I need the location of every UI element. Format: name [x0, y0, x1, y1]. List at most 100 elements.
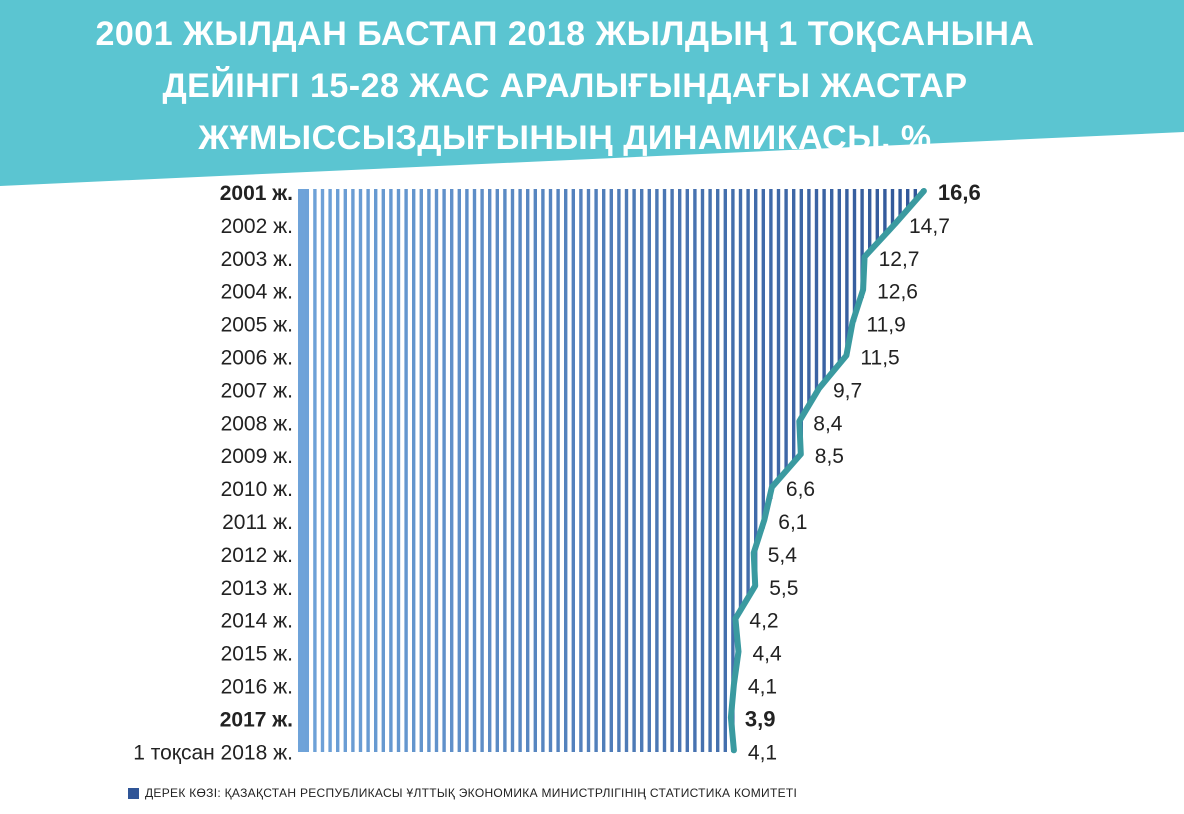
stripe [541, 189, 545, 752]
stripe [556, 189, 560, 752]
stripe [776, 189, 781, 482]
value-label: 11,5 [860, 347, 899, 370]
category-label: 2009 ж. [221, 445, 293, 468]
stripe [351, 189, 355, 752]
category-label: 2017 ж. [220, 708, 293, 731]
category-label: 2007 ж. [221, 379, 293, 402]
stripe [830, 189, 834, 376]
stripe [320, 189, 325, 752]
value-label: 14,7 [909, 215, 950, 238]
stripe [693, 189, 697, 752]
value-label: 8,4 [813, 412, 843, 435]
value-label: 4,1 [748, 676, 777, 699]
stripe [389, 189, 393, 752]
value-label: 3,9 [745, 706, 776, 731]
stripe [655, 189, 659, 752]
category-label: 2002 ж. [221, 215, 293, 238]
stripe [381, 189, 385, 752]
value-label: 5,5 [769, 577, 798, 600]
stripe [518, 189, 522, 752]
stripe [913, 189, 917, 203]
stripe [609, 189, 613, 752]
stripe [412, 189, 416, 752]
stripe [868, 189, 872, 254]
stripe [738, 189, 743, 614]
stripe [450, 189, 454, 752]
stripe [640, 189, 644, 752]
stripe [852, 189, 857, 322]
stripe [875, 189, 879, 245]
stripe [822, 189, 826, 385]
stripe [723, 189, 727, 752]
source-marker-icon [128, 787, 139, 799]
stripe [716, 189, 720, 752]
category-label: 2014 ж. [221, 610, 293, 633]
stripe [366, 189, 370, 752]
stripe [358, 189, 363, 752]
category-label: 2003 ж. [221, 248, 293, 271]
category-label: 2008 ж. [221, 412, 293, 435]
stripe [792, 189, 796, 465]
chart-title: 2001 ЖЫЛДАН БАСТАП 2018 ЖЫЛДЫҢ 1 ТОҚСАНЫ… [0, 8, 1130, 164]
stripe [700, 189, 705, 752]
stripe [472, 189, 477, 752]
year-labels: 2001 ж. 2002 ж. 2003 ж. 2004 ж. 2005 ж. 2006 … [133, 182, 293, 764]
stripe [404, 189, 408, 752]
title-line-3: ЖҰМЫССЫЗДЫҒЫНЫҢ ДИНАМИКАСЫ, % [198, 119, 932, 157]
stripe [731, 189, 735, 752]
stripe [594, 189, 598, 752]
stripe [305, 189, 309, 752]
value-labels: 16,6 14,7 12,7 12,6 11,9 11,5 9,7 8,4 8,56,6 6,1 5… [745, 180, 981, 764]
title-banner [0, 0, 1184, 186]
stripe [336, 189, 340, 752]
value-label: 4,1 [748, 741, 777, 764]
category-label: 2012 ж. [221, 544, 293, 567]
stripe [602, 189, 606, 752]
category-label: 2001 ж. [220, 182, 293, 205]
source-text: ДЕРЕК КӨЗІ: ҚАЗАҚСТАН РЕСПУБЛИКАСЫ ҰЛТТЫ… [145, 786, 798, 800]
stripe [465, 189, 469, 752]
stripe [480, 189, 484, 752]
value-label: 12,6 [877, 281, 918, 304]
stripe [586, 189, 591, 752]
stripe [548, 189, 553, 752]
category-label: 2016 ж. [221, 676, 293, 699]
source-note: ДЕРЕК КӨЗІ: ҚАЗАҚСТАН РЕСПУБЛИКАСЫ ҰЛТТЫ… [128, 786, 797, 800]
stripe [313, 189, 317, 752]
value-label: 4,2 [749, 610, 778, 633]
category-label: 2005 ж. [221, 314, 293, 337]
value-label: 4,4 [753, 643, 783, 666]
stripe [343, 189, 347, 752]
stripe [678, 189, 682, 752]
stripe [883, 189, 887, 237]
series-line [727, 188, 927, 754]
stripe [564, 189, 568, 752]
stripe [799, 189, 803, 456]
stripe [488, 189, 492, 752]
category-label: 2004 ж. [221, 281, 293, 304]
stripe [906, 189, 910, 212]
stripe [746, 189, 750, 601]
stripe [579, 189, 583, 752]
stripe [670, 189, 674, 752]
stripe [769, 189, 773, 499]
value-label: 6,6 [786, 478, 815, 501]
title-line-1: 2001 ЖЫЛДАН БАСТАП 2018 ЖЫЛДЫҢ 1 ТОҚСАНЫ… [95, 15, 1035, 53]
stripe [495, 189, 499, 752]
stripe [298, 189, 306, 752]
value-label: 12,7 [879, 248, 920, 271]
category-label: 2013 ж. [221, 577, 293, 600]
stripe [503, 189, 507, 752]
stripe [533, 189, 537, 752]
stripe [814, 189, 819, 396]
stripe [617, 189, 621, 752]
stripe [890, 189, 895, 229]
stripe-background [298, 189, 925, 752]
stripe [807, 189, 811, 409]
stripe [898, 189, 902, 221]
title-line-2: ДЕЙІНГІ 15-28 ЖАС АРАЛЫҒЫНДАҒЫ ЖАСТАР [162, 67, 968, 105]
stripe [396, 189, 401, 752]
value-label: 16,6 [938, 180, 981, 205]
stripe [328, 189, 332, 752]
stripe [754, 189, 758, 588]
